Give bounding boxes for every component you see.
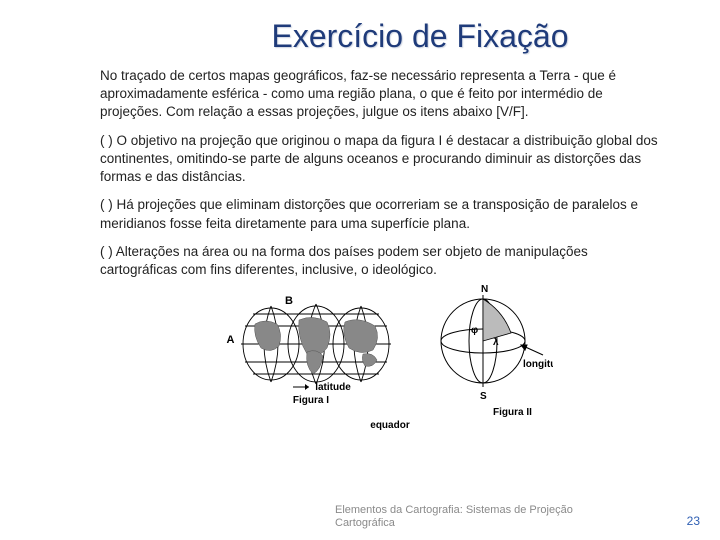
svg-text:φ: φ <box>471 325 478 336</box>
intro-paragraph: No traçado de certos mapas geográficos, … <box>100 67 660 122</box>
svg-text:S: S <box>480 391 487 402</box>
axis-b-label: B <box>285 296 293 307</box>
figure-1-caption: Figura I <box>293 395 329 406</box>
item-3: ( ) Alterações na área ou na forma dos p… <box>100 243 660 279</box>
figure-2-caption: Figura II <box>493 407 532 418</box>
slide-title: Exercício de Fixação <box>0 0 720 63</box>
body-content: No traçado de certos mapas geográficos, … <box>0 63 720 279</box>
figure-1: A B <box>227 296 396 406</box>
svg-text:N: N <box>481 284 488 295</box>
world-map-icon: B <box>237 296 395 384</box>
latitude-arrow-icon <box>291 382 313 392</box>
axis-a-label: A <box>227 334 235 346</box>
longitude-label: longitude <box>523 359 553 370</box>
item-1: ( ) O objetivo na projeção que originou … <box>100 132 660 187</box>
page-number: 23 <box>687 514 700 528</box>
item-2: ( ) Há projeções que eliminam distorções… <box>100 196 660 232</box>
latitude-label: latitude <box>315 382 351 393</box>
footer-line-2: Cartográfica <box>335 517 395 529</box>
figure-2: N φ λ <box>423 283 553 418</box>
figure-container: A B <box>0 283 720 431</box>
svg-text:λ: λ <box>493 337 499 348</box>
globe-icon: N φ λ <box>423 283 553 405</box>
equador-label: equador <box>60 420 720 431</box>
footer-line-1: Elementos da Cartografia: Sistemas de Pr… <box>335 504 573 516</box>
